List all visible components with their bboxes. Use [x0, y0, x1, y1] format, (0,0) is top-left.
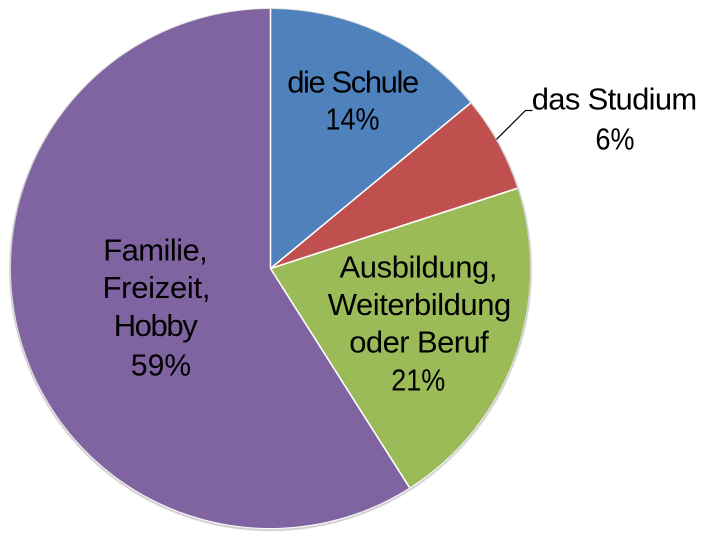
svg-text:59%: 59% — [131, 348, 191, 383]
svg-text:oder Beruf: oder Beruf — [349, 324, 489, 359]
svg-text:Familie,: Familie, — [103, 232, 208, 267]
svg-text:Weiterbildung: Weiterbildung — [328, 287, 512, 322]
svg-text:Freizeit,: Freizeit, — [103, 270, 211, 305]
svg-text:das Studium: das Studium — [532, 82, 698, 117]
svg-text:14%: 14% — [326, 103, 380, 137]
svg-text:21%: 21% — [391, 364, 445, 398]
svg-text:die Schule: die Schule — [287, 65, 419, 100]
svg-text:Ausbildung,: Ausbildung, — [340, 249, 498, 284]
svg-text:Hobby: Hobby — [114, 308, 199, 343]
svg-text:6%: 6% — [596, 123, 635, 157]
